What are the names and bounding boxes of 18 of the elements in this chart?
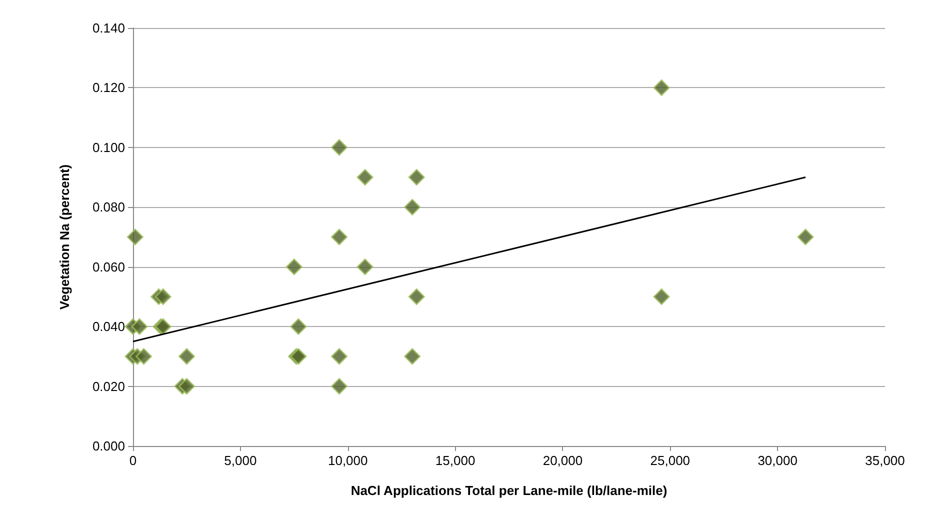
x-tick-label: 5,000 — [224, 453, 257, 468]
y-tick-label: 0.060 — [92, 259, 125, 274]
x-tick-label: 15,000 — [435, 453, 476, 468]
y-tick-label: 0.000 — [92, 438, 125, 454]
x-tick-label: 30,000 — [758, 453, 798, 468]
x-tick-label: 35,000 — [865, 453, 905, 468]
y-tick-label: 0.100 — [92, 140, 125, 155]
y-tick-label: 0.140 — [92, 20, 125, 36]
y-tick-label: 0.120 — [92, 80, 125, 96]
y-tick-label: 0.080 — [92, 200, 125, 215]
x-tick-label: 10,000 — [328, 453, 368, 468]
y-axis-title: Vegetation Na (percent) — [57, 164, 72, 310]
x-axis-title: NaCl Applications Total per Lane-mile (lb/lane-mile) — [350, 483, 668, 498]
x-tick-label: 25,000 — [650, 453, 690, 468]
x-tick-label: 20,000 — [542, 453, 583, 468]
x-tick-label: 0 — [129, 453, 137, 468]
y-tick-label: 0.020 — [92, 378, 125, 394]
y-tick-label: 0.040 — [92, 319, 125, 334]
